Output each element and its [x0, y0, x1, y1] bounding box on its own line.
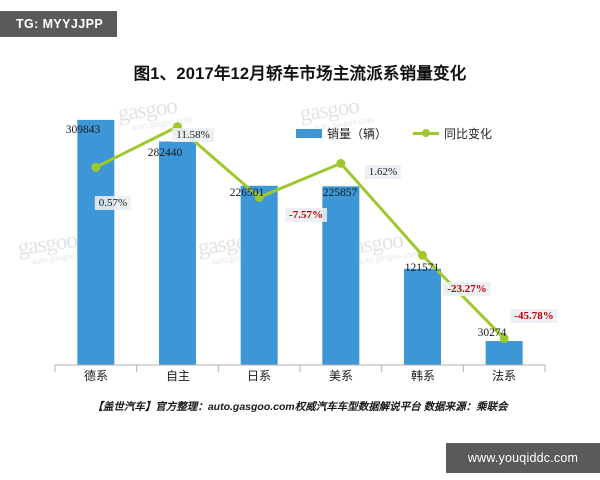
yoy-value-label: 1.62%: [364, 165, 402, 179]
line-point-marker: [418, 250, 427, 260]
yoy-value-label: 0.57%: [94, 196, 132, 210]
bar: [404, 268, 441, 365]
chart-canvas: [54, 119, 546, 372]
chart-title: 图1、2017年12月轿车市场主流派系销量变化: [133, 65, 467, 83]
yoy-value-label: 11.58%: [172, 128, 214, 142]
legend-bar-swatch-icon: [296, 128, 322, 138]
source-note: 【盖世汽车】官方整理：auto.gasgoo.com权威汽车车型数据解说平台 数…: [92, 401, 508, 413]
line-path: [95, 125, 506, 340]
yoy-value-label: -7.57%: [285, 208, 327, 222]
legend-label-sales: 销量（辆）: [327, 126, 388, 141]
line-point-marker: [254, 192, 264, 202]
bar: [159, 141, 196, 365]
chart-figure: 图1、2017年12月轿车市场主流派系销量变化 gasgoo auto.gasg…: [0, 44, 600, 436]
bar-value-label: 226501: [229, 187, 265, 199]
bar-value-label: 309843: [65, 124, 101, 136]
plot-area: gasgoo auto.gasgoo.com gasgoo auto.gasgo…: [0, 44, 600, 436]
bar: [77, 119, 115, 365]
x-axis: [54, 364, 546, 372]
bar-value-label: 30274: [477, 327, 507, 339]
x-axis-category-label: 自主: [165, 369, 191, 383]
chart-legend: 销量（辆） 同比变化: [296, 123, 492, 143]
legend-item-yoy[interactable]: 同比变化: [413, 125, 492, 142]
x-axis-category-label: 日系: [246, 369, 272, 383]
line-point-marker: [499, 333, 509, 343]
bar: [240, 185, 278, 365]
bar-value-label: 121571: [404, 262, 440, 274]
legend-line-swatch-icon: [413, 129, 440, 138]
legend-item-sales[interactable]: 销量（辆）: [296, 125, 387, 142]
line-point-marker: [336, 158, 346, 168]
bar-value-label: 225857: [322, 187, 358, 199]
site-watermark-bar: www.youqiddc.com: [446, 443, 600, 473]
yoy-value-label: -45.78%: [510, 309, 558, 323]
x-axis-category-label: 美系: [328, 369, 354, 383]
legend-label-yoy: 同比变化: [444, 126, 493, 141]
bar-series: [77, 119, 523, 365]
site-watermark-text: www.youqiddc.com: [467, 451, 579, 465]
x-axis-category-label: 法系: [491, 369, 517, 383]
line-series: [91, 122, 509, 343]
tg-tag-badge: TG: MYYJJPP: [0, 11, 118, 37]
bar-value-label: 282440: [147, 147, 183, 159]
x-axis-category-label: 德系: [83, 369, 109, 383]
x-axis-category-label: 韩系: [410, 369, 436, 383]
bar: [322, 186, 360, 365]
line-point-marker: [91, 162, 101, 172]
bar: [485, 341, 523, 365]
tg-tag-text: TG: MYYJJPP: [16, 16, 104, 31]
yoy-value-label: -23.27%: [443, 282, 491, 296]
axis-line: [54, 364, 546, 372]
